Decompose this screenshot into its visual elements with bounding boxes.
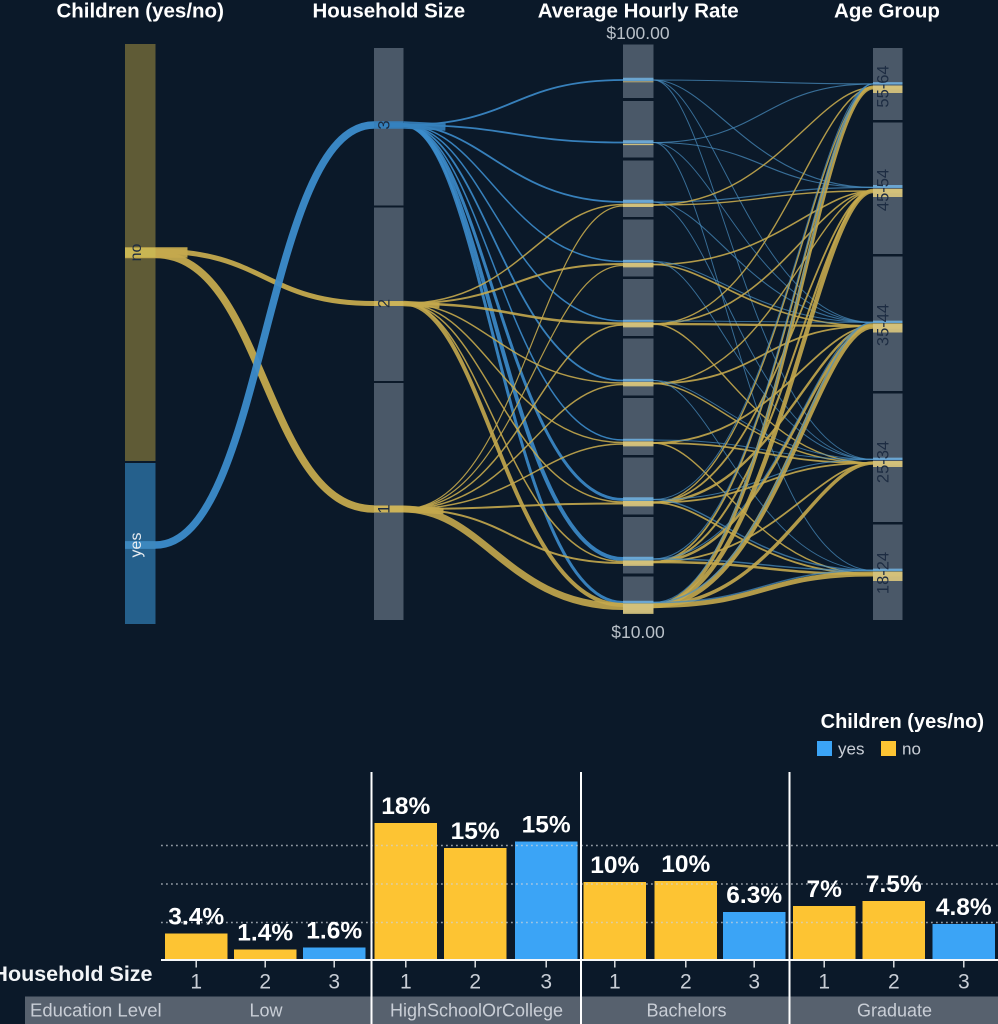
svg-text:18-24: 18-24 — [875, 552, 893, 594]
svg-text:3: 3 — [376, 120, 394, 129]
svg-text:Household Size: Household Size — [0, 962, 153, 986]
svg-text:1: 1 — [609, 971, 621, 994]
svg-text:3: 3 — [958, 971, 970, 994]
svg-text:2: 2 — [376, 299, 394, 308]
svg-text:3: 3 — [540, 971, 552, 994]
svg-text:Average Hourly Rate: Average Hourly Rate — [538, 0, 739, 23]
svg-text:Children (yes/no): Children (yes/no) — [56, 0, 223, 23]
svg-text:HighSchoolOrCollege: HighSchoolOrCollege — [390, 1001, 563, 1021]
svg-text:2: 2 — [888, 971, 900, 994]
svg-text:35-44: 35-44 — [875, 304, 893, 346]
svg-text:15%: 15% — [522, 812, 571, 839]
svg-text:yes: yes — [128, 533, 145, 558]
svg-text:1: 1 — [190, 971, 202, 994]
svg-text:1: 1 — [376, 504, 394, 513]
svg-text:$100.00: $100.00 — [606, 23, 670, 43]
svg-text:10%: 10% — [661, 851, 710, 878]
svg-text:7%: 7% — [806, 876, 842, 903]
svg-text:no: no — [128, 244, 145, 262]
svg-text:$10.00: $10.00 — [611, 622, 665, 642]
svg-text:3.4%: 3.4% — [168, 904, 224, 931]
svg-text:2: 2 — [259, 971, 271, 994]
svg-text:1.4%: 1.4% — [237, 920, 293, 947]
svg-text:1: 1 — [818, 971, 830, 994]
svg-text:10%: 10% — [590, 852, 639, 879]
svg-text:yes: yes — [838, 740, 864, 759]
svg-text:Children (yes/no): Children (yes/no) — [821, 711, 984, 733]
svg-text:Household Size: Household Size — [312, 0, 465, 23]
svg-text:45-54: 45-54 — [875, 169, 893, 211]
svg-text:7.5%: 7.5% — [866, 871, 922, 898]
svg-text:Low: Low — [249, 1001, 283, 1021]
svg-text:Age Group: Age Group — [834, 0, 940, 23]
svg-text:Graduate: Graduate — [857, 1001, 932, 1021]
svg-text:Education Level: Education Level — [30, 1000, 162, 1021]
svg-text:55-64: 55-64 — [875, 65, 893, 107]
svg-text:1: 1 — [400, 971, 412, 994]
svg-text:1.6%: 1.6% — [306, 918, 362, 945]
svg-text:25-34: 25-34 — [875, 441, 893, 483]
svg-text:4.8%: 4.8% — [936, 894, 992, 921]
svg-text:18%: 18% — [381, 793, 430, 820]
svg-text:no: no — [902, 740, 921, 759]
svg-text:Bachelors: Bachelors — [646, 1001, 726, 1021]
svg-text:15%: 15% — [451, 818, 500, 845]
svg-text:3: 3 — [328, 971, 340, 994]
svg-text:3: 3 — [748, 971, 760, 994]
svg-text:2: 2 — [469, 971, 481, 994]
svg-text:2: 2 — [680, 971, 692, 994]
svg-text:6.3%: 6.3% — [726, 882, 782, 909]
